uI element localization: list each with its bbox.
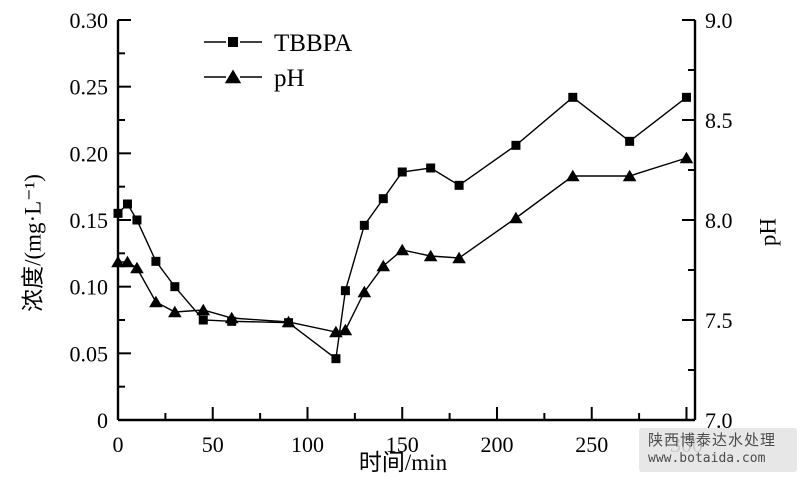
square-marker: [122, 199, 132, 209]
square-marker: [359, 220, 369, 230]
x-tick-label: 200: [480, 432, 513, 457]
right-tick-label: 8.5: [705, 108, 733, 133]
square-marker: [625, 136, 635, 146]
x-tick-label: 0: [113, 432, 124, 457]
square-marker: [228, 37, 238, 47]
x-tick-label: 150: [386, 432, 419, 457]
square-marker: [568, 92, 578, 102]
square-marker: [681, 92, 691, 102]
triangle-marker: [120, 255, 135, 268]
legend-label: TBBPA: [274, 30, 352, 57]
triangle-marker: [509, 211, 523, 224]
left-tick-label: 0.15: [70, 208, 109, 233]
left-tick-label: 0.05: [70, 341, 109, 366]
left-tick-label: 0.10: [70, 275, 109, 300]
square-marker: [426, 163, 436, 173]
triangle-marker: [149, 295, 163, 308]
watermark: 陕西博泰达水处理 www.botaida.com: [639, 428, 797, 472]
triangle-marker: [130, 261, 144, 274]
legend: TBBPA pH: [204, 30, 352, 92]
triangle-marker: [395, 243, 410, 256]
right-tick-label: 8.0: [705, 208, 733, 233]
triangle-marker: [168, 305, 182, 318]
square-marker: [198, 315, 208, 325]
triangle-marker: [196, 303, 211, 316]
triangle-marker: [224, 311, 239, 324]
watermark-url: www.botaida.com: [648, 450, 766, 466]
tick-marks: [117, 19, 695, 421]
square-marker: [331, 354, 341, 364]
square-marker: [397, 167, 407, 177]
left-tick-label: 0.30: [70, 8, 109, 33]
axes: [116, 20, 697, 422]
triangle-marker: [338, 323, 353, 336]
left-tick-label: 0.20: [70, 141, 109, 166]
series-tbbpa: [113, 92, 691, 364]
square-marker: [454, 180, 464, 190]
triangle-marker: [423, 249, 438, 262]
series-ph: [111, 151, 694, 338]
y-axis-label-right: pH: [756, 218, 781, 246]
square-marker: [340, 286, 350, 296]
square-marker: [113, 208, 123, 218]
x-axis-label: 时间/min: [359, 450, 448, 475]
triangle-marker: [111, 255, 125, 268]
y-axis-label-left: 浓度/(mg·L⁻¹): [21, 174, 46, 312]
chart-root: 0.300.250.200.150.100.0509.08.58.07.57.0…: [70, 8, 733, 457]
triangle-marker: [679, 151, 694, 164]
tick-labels: 0.300.250.200.150.100.0509.08.58.07.57.0…: [70, 8, 733, 457]
right-tick-label: 7.5: [705, 308, 733, 333]
square-marker: [511, 140, 521, 150]
square-marker: [378, 194, 388, 204]
triangle-marker: [376, 259, 391, 272]
left-tick-label: 0.25: [70, 75, 109, 100]
watermark-company: 陕西博泰达水处理: [648, 432, 777, 449]
triangle-marker: [622, 169, 637, 182]
triangle-marker: [452, 251, 466, 264]
x-tick-label: 50: [202, 432, 224, 457]
square-marker: [170, 282, 180, 292]
right-tick-label: 9.0: [705, 8, 733, 33]
triangle-marker: [565, 169, 580, 182]
left-tick-label: 0: [97, 408, 108, 433]
square-marker: [151, 256, 161, 266]
legend-label: pH: [274, 65, 305, 92]
x-tick-label: 250: [575, 432, 608, 457]
triangle-marker: [357, 285, 372, 298]
x-tick-label: 100: [291, 432, 324, 457]
triangle-marker: [224, 69, 242, 84]
triangle-marker: [281, 315, 296, 328]
square-marker: [132, 215, 142, 225]
